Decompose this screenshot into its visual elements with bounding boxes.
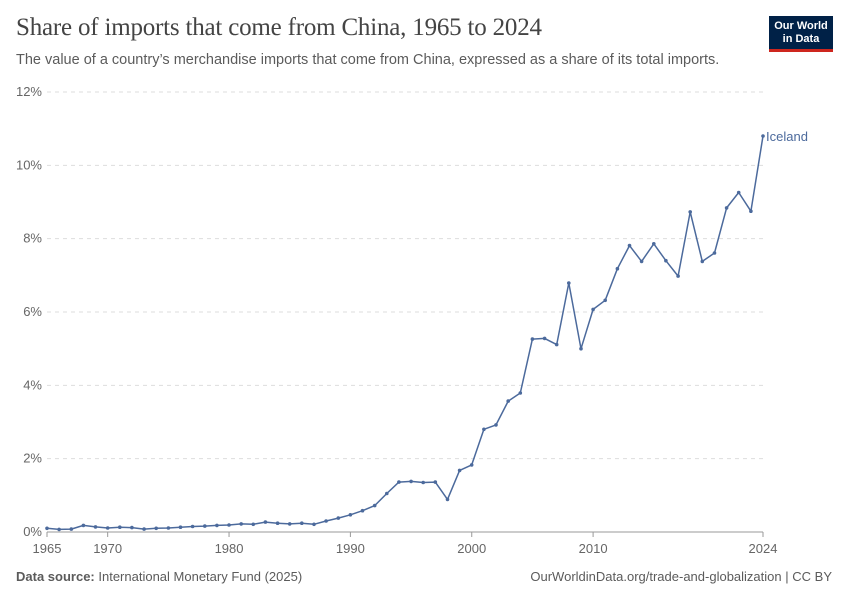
data-point	[639, 259, 644, 264]
x-tick-label: 1970	[93, 541, 122, 556]
data-point	[251, 522, 256, 527]
data-point	[724, 206, 729, 210]
data-point	[203, 524, 207, 528]
data-point	[469, 463, 474, 467]
x-tick-label: 1965	[33, 541, 62, 556]
data-point	[603, 298, 607, 303]
data-point	[700, 259, 705, 264]
license-link[interactable]: CC BY	[792, 569, 832, 584]
data-point	[372, 503, 377, 508]
y-tick-label: 0%	[23, 524, 42, 539]
data-point	[542, 336, 547, 341]
data-point	[300, 521, 304, 525]
series-label: Iceland	[766, 129, 808, 144]
data-point	[348, 513, 353, 517]
data-point	[142, 527, 146, 531]
data-point	[81, 523, 86, 528]
data-point	[215, 523, 219, 528]
data-point	[736, 190, 741, 195]
data-point	[105, 526, 110, 530]
data-point	[433, 480, 438, 484]
chart-subtitle: The value of a country’s merchandise imp…	[16, 52, 720, 68]
line-chart: 0% 2% 4% 6% 8% 10% 12% 1965 1970 1980 1990 2000 2010…	[16, 84, 808, 556]
data-point	[385, 491, 389, 496]
data-point	[591, 307, 595, 312]
y-tick-label: 4%	[23, 377, 42, 392]
data-point	[324, 519, 328, 523]
data-point	[397, 480, 401, 484]
data-point	[494, 423, 498, 427]
data-point	[688, 210, 692, 214]
data-point	[45, 526, 49, 531]
y-tick-label: 8%	[23, 231, 42, 246]
data-point	[263, 520, 268, 524]
series-line-iceland	[46, 135, 764, 531]
data-source: Data source: International Monetary Fund…	[16, 569, 302, 584]
data-point	[482, 427, 486, 432]
data-point	[178, 525, 183, 529]
x-tick-label: 2024	[749, 541, 778, 556]
data-point	[190, 524, 195, 529]
data-point	[130, 525, 134, 530]
data-point	[518, 391, 523, 395]
data-point	[506, 399, 511, 403]
y-tick-label: 6%	[23, 304, 42, 319]
data-point	[360, 508, 365, 513]
data-point	[69, 527, 74, 531]
data-point	[457, 468, 462, 473]
data-point	[761, 134, 765, 138]
data-point	[615, 266, 620, 271]
data-point	[530, 337, 535, 341]
data-point	[287, 522, 292, 526]
data-point	[627, 243, 632, 248]
footer-separator: |	[785, 569, 789, 584]
y-tick-label: 12%	[16, 84, 42, 99]
logo-line-1: Our World	[774, 20, 828, 32]
logo-line-2: in Data	[782, 33, 820, 45]
data-point	[445, 497, 450, 502]
y-tick-label: 10%	[16, 157, 42, 172]
data-point	[336, 516, 341, 520]
data-point	[554, 342, 559, 347]
data-point	[118, 525, 122, 529]
data-source-text: International Monetary Fund (2025)	[98, 569, 303, 584]
data-point	[652, 242, 656, 246]
data-point	[567, 281, 571, 285]
data-point	[227, 523, 231, 527]
data-point	[57, 527, 61, 532]
x-tick-label: 2000	[457, 541, 486, 556]
data-point	[421, 480, 426, 485]
data-point	[579, 346, 583, 351]
data-point	[93, 525, 98, 529]
data-point	[312, 522, 316, 527]
x-tick-label: 1980	[215, 541, 244, 556]
data-point	[664, 258, 668, 263]
data-point	[239, 522, 243, 526]
footer-links: OurWorldinData.org/trade-and-globalizati…	[530, 569, 832, 584]
owid-logo[interactable]: Our World in Data	[769, 16, 833, 52]
data-point	[409, 479, 413, 484]
data-point	[275, 521, 280, 525]
data-point	[676, 274, 680, 278]
x-tick-label: 2010	[579, 541, 608, 556]
data-point	[749, 209, 753, 213]
data-point	[166, 526, 171, 530]
data-source-label: Data source:	[16, 569, 95, 584]
data-point	[154, 526, 158, 531]
source-url-link[interactable]: OurWorldinData.org/trade-and-globalizati…	[530, 569, 782, 584]
chart-title: Share of imports that come from China, 1…	[16, 14, 542, 41]
data-point	[712, 251, 717, 255]
x-tick-label: 1990	[336, 541, 365, 556]
y-tick-label: 2%	[23, 451, 42, 466]
